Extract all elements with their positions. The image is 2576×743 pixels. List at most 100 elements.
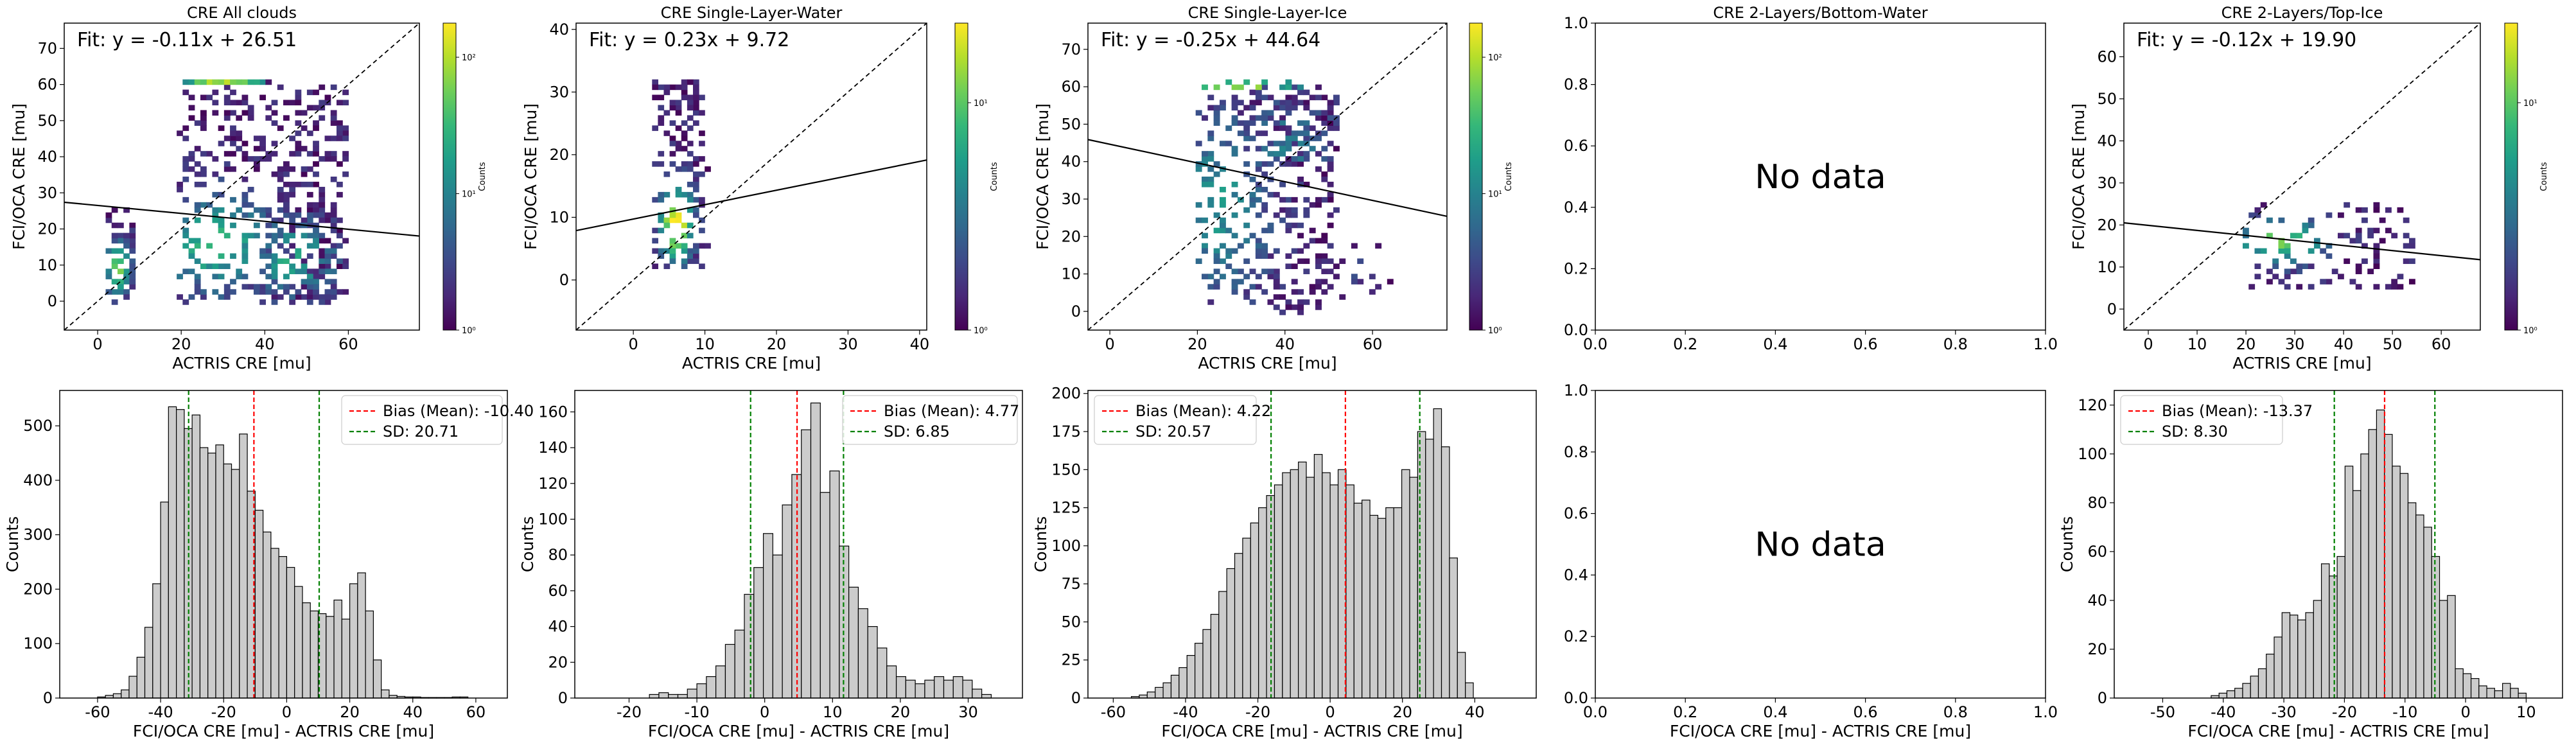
histogram-bar xyxy=(1170,674,1180,699)
axes-frame xyxy=(2114,390,2563,699)
heatmap-cell xyxy=(1327,161,1334,167)
heatmap-cell xyxy=(1267,110,1274,116)
heatmap-cell xyxy=(1243,120,1250,126)
heatmap-cell xyxy=(182,89,189,96)
heatmap-cell xyxy=(319,156,326,162)
heatmap-cell xyxy=(687,232,694,239)
heatmap-cell xyxy=(1291,94,1298,101)
heatmap-cell xyxy=(1243,105,1250,111)
histogram-bar xyxy=(2455,668,2464,699)
histogram-bar xyxy=(715,665,726,699)
heatmap-cell xyxy=(277,166,284,172)
heatmap-cell xyxy=(330,222,337,229)
heatmap-cell xyxy=(2296,263,2303,269)
heatmap-cell xyxy=(324,151,331,157)
heatmap-cell xyxy=(111,238,118,244)
heatmap-cell xyxy=(652,238,658,244)
heatmap-cell xyxy=(1202,248,1208,254)
heatmap-cell xyxy=(1255,115,1262,121)
heatmap-cell xyxy=(693,212,699,218)
heatmap-cell xyxy=(230,141,236,146)
heatmap-cell xyxy=(2379,217,2386,223)
heatmap-cell xyxy=(1243,294,1250,300)
heatmap-cell xyxy=(301,125,308,131)
histogram-bar xyxy=(1250,522,1259,699)
heatmap-cell xyxy=(295,94,302,101)
heatmap-cell xyxy=(1285,79,1292,85)
heatmap-cell xyxy=(1279,284,1286,290)
heatmap-cell xyxy=(2344,232,2351,239)
x-tick-label: 20 xyxy=(767,335,787,353)
y-tick-label: 20 xyxy=(548,653,568,671)
heatmap-cell xyxy=(1237,130,1244,136)
histogram-bar xyxy=(2250,676,2259,699)
heatmap-cell xyxy=(295,294,302,300)
x-tick-label: -20 xyxy=(2332,703,2357,721)
heatmap-cell xyxy=(2326,212,2333,218)
heatmap-cell xyxy=(687,222,694,229)
histogram-bar xyxy=(1441,446,1450,699)
heatmap-cell xyxy=(1315,263,1322,269)
heatmap-cell xyxy=(1195,166,1202,172)
heatmap-cell xyxy=(194,181,201,188)
heatmap-cell xyxy=(265,207,272,213)
heatmap-cell xyxy=(324,294,331,300)
heatmap-cell xyxy=(1202,217,1208,223)
heatmap-cell xyxy=(313,202,319,208)
heatmap-cell xyxy=(1267,268,1274,274)
heatmap-cell xyxy=(2314,238,2320,244)
heatmap-cell xyxy=(669,243,676,249)
histogram-bar xyxy=(1313,453,1323,699)
heatmap-cell xyxy=(699,171,705,177)
histogram-bar xyxy=(1353,502,1363,699)
heatmap-cell xyxy=(230,166,236,172)
x-tick-label: 40 xyxy=(1275,335,1295,353)
heatmap-cell xyxy=(1207,151,1214,157)
heatmap-cell xyxy=(1255,274,1262,279)
heatmap-cell xyxy=(330,202,337,208)
heatmap-cell xyxy=(1219,243,1226,249)
heatmap-cell xyxy=(306,212,313,218)
heatmap-cell xyxy=(1243,79,1250,85)
heatmap-cell xyxy=(111,207,118,213)
heatmap-cell xyxy=(319,248,326,254)
x-tick-label: 0.8 xyxy=(1943,703,1968,721)
heatmap-cell xyxy=(212,212,219,218)
heatmap-cell xyxy=(1375,284,1382,290)
heatmap-cell xyxy=(277,243,284,249)
heatmap-cell xyxy=(289,268,296,274)
heatmap-cell xyxy=(2308,222,2315,229)
heatmap-cell xyxy=(1213,115,1220,121)
heatmap-cell xyxy=(342,263,349,269)
heatmap-cell xyxy=(658,115,665,121)
heatmap-cell xyxy=(129,222,136,229)
heatmap-cell xyxy=(123,232,130,239)
histogram-bar xyxy=(2392,466,2401,699)
heatmap-cell xyxy=(1315,94,1322,101)
heatmap-cell xyxy=(253,146,260,152)
heatmap-cell xyxy=(1202,84,1208,91)
heatmap-cell xyxy=(241,202,249,208)
heatmap-cell xyxy=(1327,100,1334,106)
identity-line xyxy=(1088,23,1447,330)
heatmap-cell xyxy=(105,289,112,295)
heatmap-cell xyxy=(283,161,290,167)
heatmap-cell xyxy=(200,202,207,208)
heatmap-cell xyxy=(1261,120,1268,126)
heatmap-cell xyxy=(1279,207,1286,213)
heatmap-cell xyxy=(182,177,189,182)
fit-annotation: Fit: y = -0.12x + 19.90 xyxy=(2137,29,2356,51)
heatmap-cell xyxy=(218,191,225,198)
histogram-bar xyxy=(1393,507,1403,699)
heatmap-cell xyxy=(2254,212,2261,218)
heatmap-cell xyxy=(693,156,699,162)
heatmap-cell xyxy=(342,151,349,157)
heatmap-cell xyxy=(1255,253,1262,259)
heatmap-cell xyxy=(277,177,284,182)
histogram-bar xyxy=(772,554,783,699)
heatmap-cell xyxy=(324,135,331,141)
heatmap-cell xyxy=(1291,100,1298,106)
heatmap-cell xyxy=(194,243,201,249)
colorbar xyxy=(954,22,968,331)
